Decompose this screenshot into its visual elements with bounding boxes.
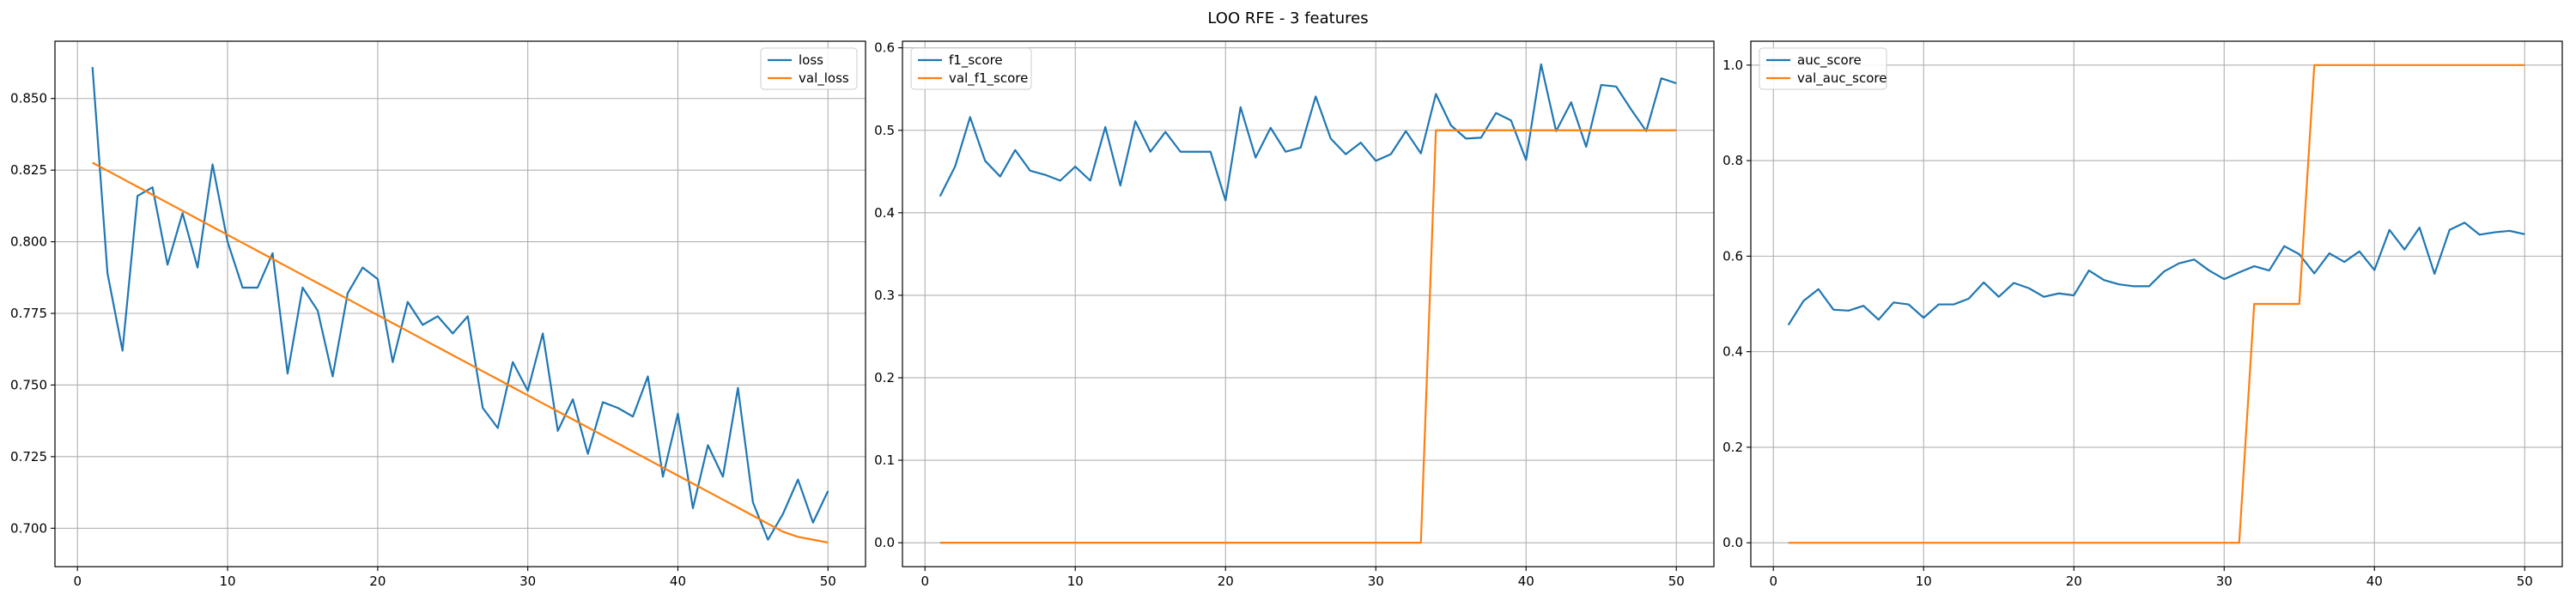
loss-x-tick-label: 0: [73, 574, 82, 589]
auc-legend-box: [1759, 47, 1887, 90]
loss-axes-frame: [54, 40, 866, 568]
auc-y-tick-label: 0.0: [1722, 535, 1743, 550]
loss-x-tick-label: 50: [820, 574, 836, 589]
auc-plot-area: [1751, 41, 2562, 567]
auc-y-tick-label: 0.4: [1722, 344, 1743, 360]
auc-y-tick-label: 1.0: [1722, 58, 1743, 73]
f1-y-tick-label: 0.6: [874, 40, 895, 56]
loss-y-tick-label: 0.800: [10, 234, 47, 250]
loss-legend: loss val_loss: [760, 47, 858, 90]
f1-y-tick-label: 0.1: [874, 452, 895, 468]
val-auc-score-line: [1788, 64, 2525, 544]
f1-x-tick-label: 20: [1218, 574, 1234, 589]
auc-axes-frame: [1750, 40, 2563, 568]
auc-y-tick-label: 0.8: [1722, 153, 1743, 168]
loss-y-tick-label: 0.750: [10, 377, 47, 392]
loss-panel: 0 10 20 30 40 50 0.700 0.725 0.750 0.775 0.800 0.82…: [10, 40, 866, 589]
loss-y-tick-label: 0.825: [10, 162, 47, 178]
f1-x-tick-label: 40: [1518, 574, 1534, 589]
f1-y-tick-label: 0.2: [874, 370, 895, 385]
loss-y-tick-label: 0.725: [10, 449, 47, 464]
auc-x-tick-label: 30: [2216, 574, 2233, 589]
f1-score-panel: 0 10 20 30 40 50 0.0 0.1 0.2 0.3 0.4 0.5 0.6 f1_score…: [874, 40, 1715, 589]
f1-x-tick-label: 50: [1668, 574, 1685, 589]
f1-score-legend-label: f1_score: [949, 52, 1003, 69]
loss-y-tick-label: 0.775: [10, 306, 47, 321]
auc-score-line: [1787, 222, 2525, 326]
loss-x-tick-label: 10: [219, 574, 235, 589]
auc-y-tick-label: 0.6: [1722, 248, 1743, 264]
f1-y-tick-label: 0.4: [874, 205, 895, 221]
loss-plot-area: [55, 41, 866, 567]
auc-x-tick-label: 50: [2517, 574, 2533, 589]
val-f1-score-line: [939, 129, 1677, 544]
auc-x-tick-label: 10: [1916, 574, 1932, 589]
auc-score-panel: 0 10 20 30 40 50 0.0 0.2 0.4 0.6 0.8 1.0 auc_scoreva…: [1722, 40, 2563, 589]
f1-y-tick-label: 0.3: [874, 288, 895, 303]
loss-x-tick-label: 40: [670, 574, 686, 589]
auc-y-tick-label: 0.2: [1722, 440, 1743, 455]
f1-x-tick-label: 10: [1067, 574, 1084, 589]
figure-title: LOO RFE - 3 features: [1207, 9, 1368, 27]
val-auc-score-legend-label: val_auc_score: [1797, 70, 1887, 87]
auc-x-tick-label: 20: [2066, 574, 2082, 589]
f1-axes-frame: [902, 40, 1715, 568]
loss-line: [91, 66, 829, 541]
f1-x-tick-label: 30: [1368, 574, 1384, 589]
f1-x-tick-label: 0: [920, 574, 929, 589]
auc-x-tick-label: 40: [2366, 574, 2383, 589]
loss-x-tick-label: 30: [519, 574, 536, 589]
auc-x-tick-label: 0: [1769, 574, 1777, 589]
val-loss-legend-label: val_loss: [799, 70, 849, 87]
loss-legend-label: loss: [799, 52, 823, 68]
loss-y-tick-label: 0.700: [10, 520, 47, 536]
f1-y-tick-label: 0.0: [874, 535, 895, 550]
f1-y-tick-label: 0.5: [874, 123, 895, 138]
val-f1-score-legend-label: val_f1_score: [949, 70, 1028, 87]
auc-score-legend-label: auc_score: [1797, 52, 1862, 69]
f1-plot-area: [902, 41, 1714, 567]
f1-score-line: [939, 63, 1677, 202]
val-loss-line: [92, 161, 829, 544]
loss-x-tick-label: 20: [369, 574, 386, 589]
loss-y-tick-label: 0.850: [10, 91, 47, 106]
